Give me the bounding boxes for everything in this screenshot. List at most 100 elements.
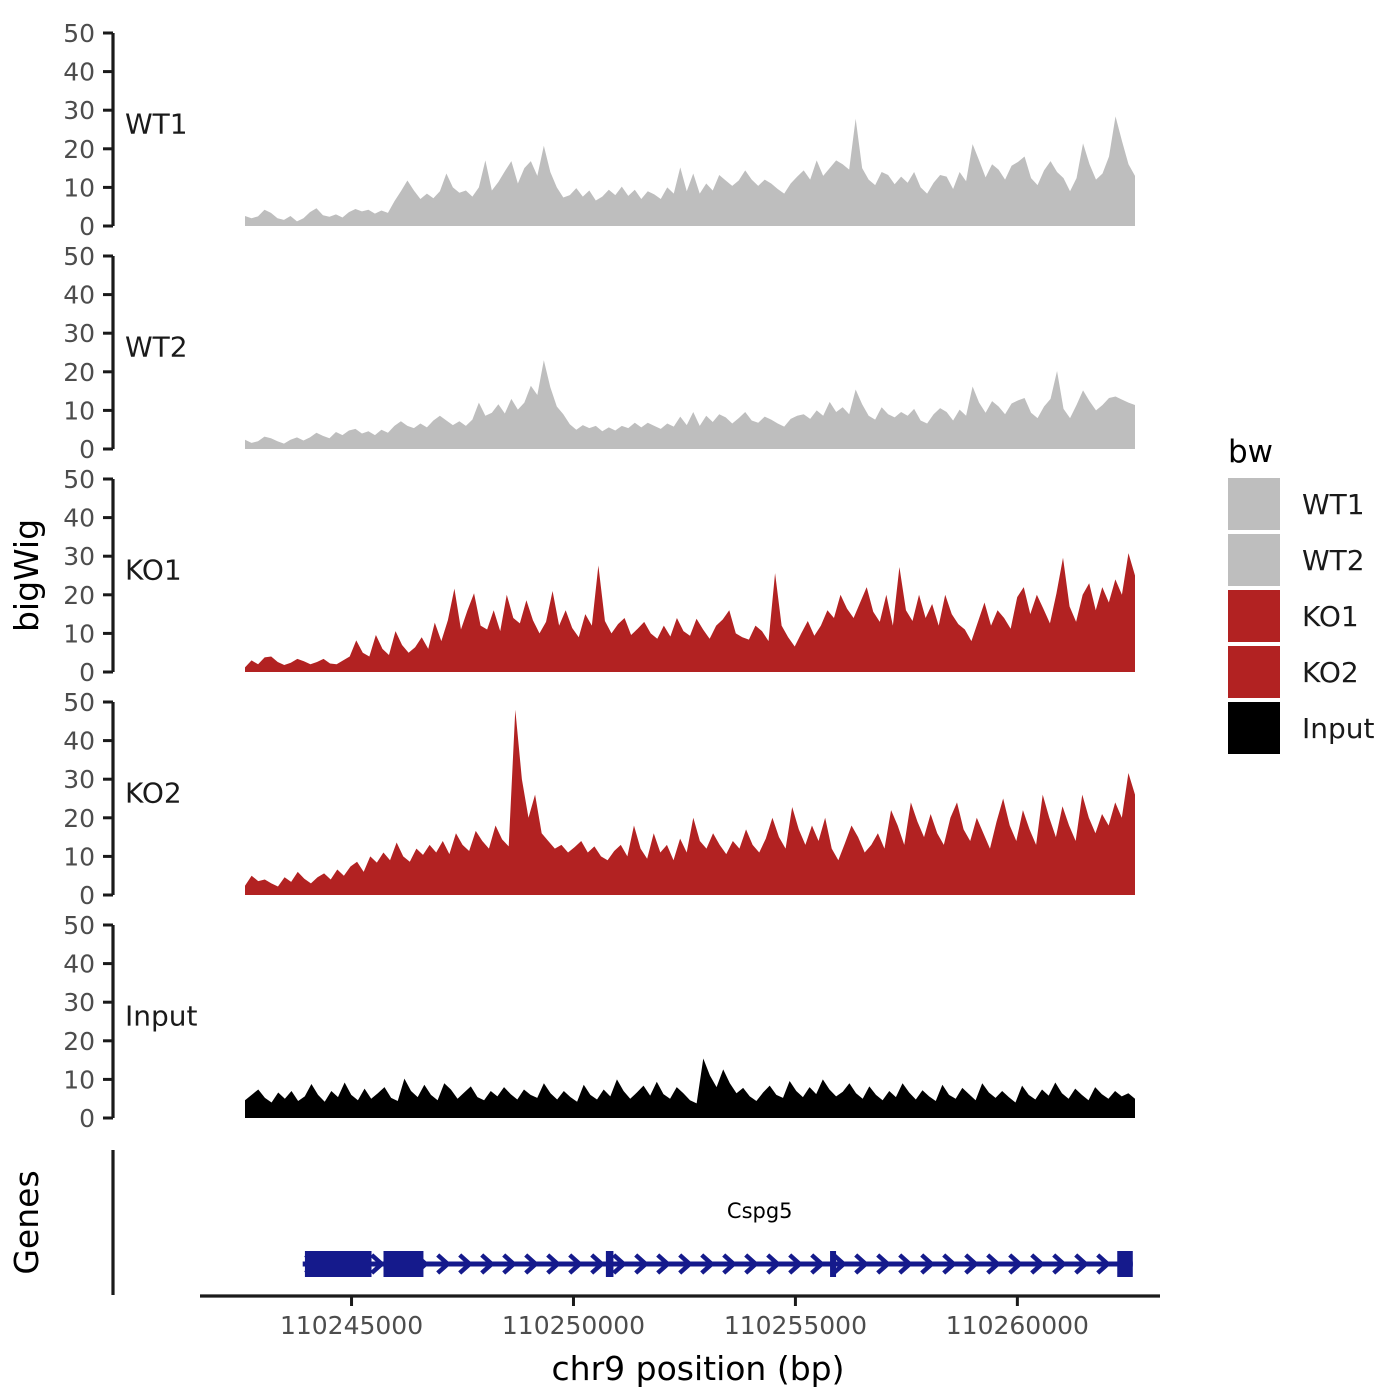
y-axis-title: bigWig [7, 519, 46, 632]
x-tick-label-110255000: 110255000 [724, 1311, 867, 1340]
x-tick-label-110245000: 110245000 [280, 1311, 423, 1340]
y-tick-label-10: 10 [63, 619, 95, 648]
legend-label-wt1: WT1 [1302, 488, 1365, 521]
y-tick-label-30: 30 [63, 765, 95, 794]
gene-strand-arrow [986, 1253, 1002, 1275]
y-tick-label-10: 10 [63, 396, 95, 425]
gene-strand-arrow [876, 1253, 892, 1275]
track-area-wt1[interactable] [245, 116, 1135, 226]
gene-strand-arrow [458, 1253, 474, 1275]
x-tick-label-110260000: 110260000 [946, 1311, 1089, 1340]
gene-strand-arrow [766, 1253, 782, 1275]
track-area-wt2[interactable] [245, 360, 1135, 449]
y-tick-label-20: 20 [63, 358, 95, 387]
gene-strand-arrow [920, 1253, 936, 1275]
y-tick-label-0: 0 [79, 1104, 95, 1133]
gene-name-label: Cspg5 [727, 1199, 793, 1223]
y-tick-label-20: 20 [63, 804, 95, 833]
gene-exon-4[interactable] [830, 1251, 837, 1277]
track-area-ko1[interactable] [245, 553, 1135, 672]
y-tick-label-30: 30 [63, 96, 95, 125]
gene-strand-arrow [1074, 1253, 1090, 1275]
gene-strand-arrow [524, 1253, 540, 1275]
track-panel-wt1: 0 10 20 30 40 50 WT1 [63, 19, 1135, 241]
y-tick-label-0: 0 [79, 658, 95, 687]
x-tick-label-110250000: 110250000 [502, 1311, 645, 1340]
x-axis: 110245000 110250000 110255000 110260000 chr9… [200, 1294, 1160, 1388]
y-tick-label-30: 30 [63, 542, 95, 571]
legend-swatch-wt2[interactable] [1228, 534, 1280, 586]
gene-strand-arrow [502, 1253, 518, 1275]
y-tick-label-50: 50 [63, 911, 95, 940]
legend-label-input: Input [1302, 712, 1375, 745]
gene-strand-arrow [942, 1253, 958, 1275]
y-tick-label-10: 10 [63, 1065, 95, 1094]
track-panel-ko1: 0 10 20 30 40 50 KO1 [63, 465, 1135, 687]
gene-strand-arrow [1052, 1253, 1068, 1275]
gene-strand-arrow [568, 1253, 584, 1275]
y-tick-label-20: 20 [63, 581, 95, 610]
track-panel-input: 0 10 20 30 40 50 Input [63, 911, 1135, 1133]
gene-strand-arrow [898, 1253, 914, 1275]
gene-strand-arrow [678, 1253, 694, 1275]
gene-exon-3[interactable] [605, 1251, 614, 1277]
gene-strand-arrow [744, 1253, 760, 1275]
y-tick-label-40: 40 [63, 504, 95, 533]
gene-strand-arrow [854, 1253, 870, 1275]
gene-strand-arrow [832, 1253, 848, 1275]
gene-strand-arrow [964, 1253, 980, 1275]
y-tick-label-50: 50 [63, 688, 95, 717]
y-tick-label-50: 50 [63, 19, 95, 48]
strip-label-ko1: KO1 [125, 553, 182, 586]
legend-swatch-wt1[interactable] [1228, 478, 1280, 530]
y-tick-label-10: 10 [63, 173, 95, 202]
track-panel-wt2: 0 10 20 30 40 50 WT2 [63, 242, 1135, 464]
gene-exon-2[interactable] [383, 1251, 424, 1277]
strip-label-ko2: KO2 [125, 776, 182, 809]
x-axis-title: chr9 position (bp) [552, 1349, 845, 1388]
gene-strand-arrow [546, 1253, 562, 1275]
y-tick-label-20: 20 [63, 1027, 95, 1056]
legend-swatch-input[interactable] [1228, 702, 1280, 754]
gene-exon-1[interactable] [304, 1251, 372, 1277]
gene-strand-arrow [700, 1253, 716, 1275]
y-tick-label-50: 50 [63, 465, 95, 494]
strip-label-wt1: WT1 [125, 107, 188, 140]
gene-strand-arrow [1008, 1253, 1024, 1275]
gene-strand-arrow [656, 1253, 672, 1275]
gene-strand-arrow [810, 1253, 826, 1275]
y-tick-label-0: 0 [79, 881, 95, 910]
genes-panel: Genes Cspg5 [7, 1150, 1134, 1295]
y-tick-label-20: 20 [63, 135, 95, 164]
gene-strand-arrow [1030, 1253, 1046, 1275]
gene-strand-arrow [436, 1253, 452, 1275]
track-panel-ko2: 0 10 20 30 40 50 KO2 [63, 688, 1135, 910]
legend-label-ko2: KO2 [1302, 656, 1359, 689]
strip-label-wt2: WT2 [125, 330, 188, 363]
gene-strand-arrow [590, 1253, 606, 1275]
y-tick-label-10: 10 [63, 842, 95, 871]
track-area-ko2[interactable] [245, 709, 1135, 895]
genes-axis-title: Genes [7, 1170, 46, 1274]
legend-swatch-ko2[interactable] [1228, 646, 1280, 698]
track-area-input[interactable] [245, 1058, 1135, 1118]
legend-swatch-ko1[interactable] [1228, 590, 1280, 642]
y-tick-label-0: 0 [79, 435, 95, 464]
gene-strand-arrow [612, 1253, 628, 1275]
y-tick-label-30: 30 [63, 319, 95, 348]
gene-strand-arrow [634, 1253, 650, 1275]
gene-strand-arrow [370, 1253, 386, 1275]
y-tick-label-30: 30 [63, 988, 95, 1017]
legend-label-wt2: WT2 [1302, 544, 1365, 577]
y-tick-label-40: 40 [63, 58, 95, 87]
strip-label-input: Input [125, 999, 198, 1032]
y-tick-label-40: 40 [63, 281, 95, 310]
gene-strand-arrow [480, 1253, 496, 1275]
y-tick-label-0: 0 [79, 212, 95, 241]
gene-strand-arrow [1096, 1253, 1112, 1275]
gene-exon-5[interactable] [1117, 1251, 1133, 1277]
legend-label-ko1: KO1 [1302, 600, 1359, 633]
y-tick-label-40: 40 [63, 727, 95, 756]
